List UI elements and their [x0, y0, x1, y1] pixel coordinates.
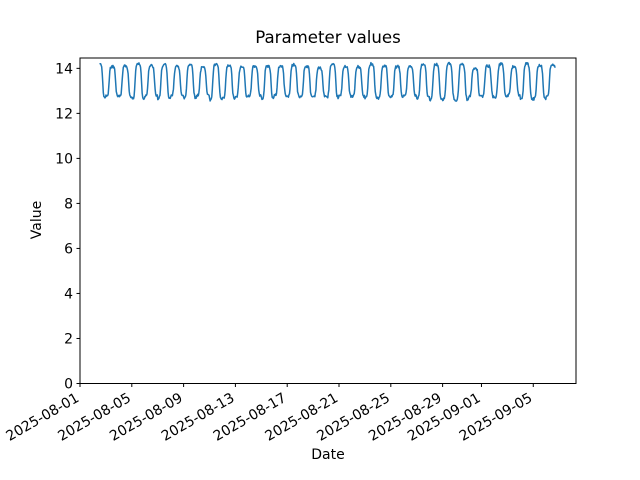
y-tick-label: 6: [64, 241, 73, 257]
plot-area-border: [79, 57, 577, 384]
chart-title: Parameter values: [255, 28, 401, 47]
y-tick-label: 2: [64, 331, 73, 347]
y-tick-label: 10: [55, 151, 73, 167]
data-line: [99, 61, 556, 102]
y-tick-label: 12: [55, 106, 73, 122]
y-axis-label: Value: [29, 200, 45, 240]
y-tick-label: 14: [55, 61, 73, 77]
y-tick-label: 8: [64, 196, 73, 212]
x-axis-label: Date: [311, 447, 345, 463]
y-tick-label: 4: [64, 286, 73, 302]
y-tick-label: 0: [64, 377, 73, 393]
